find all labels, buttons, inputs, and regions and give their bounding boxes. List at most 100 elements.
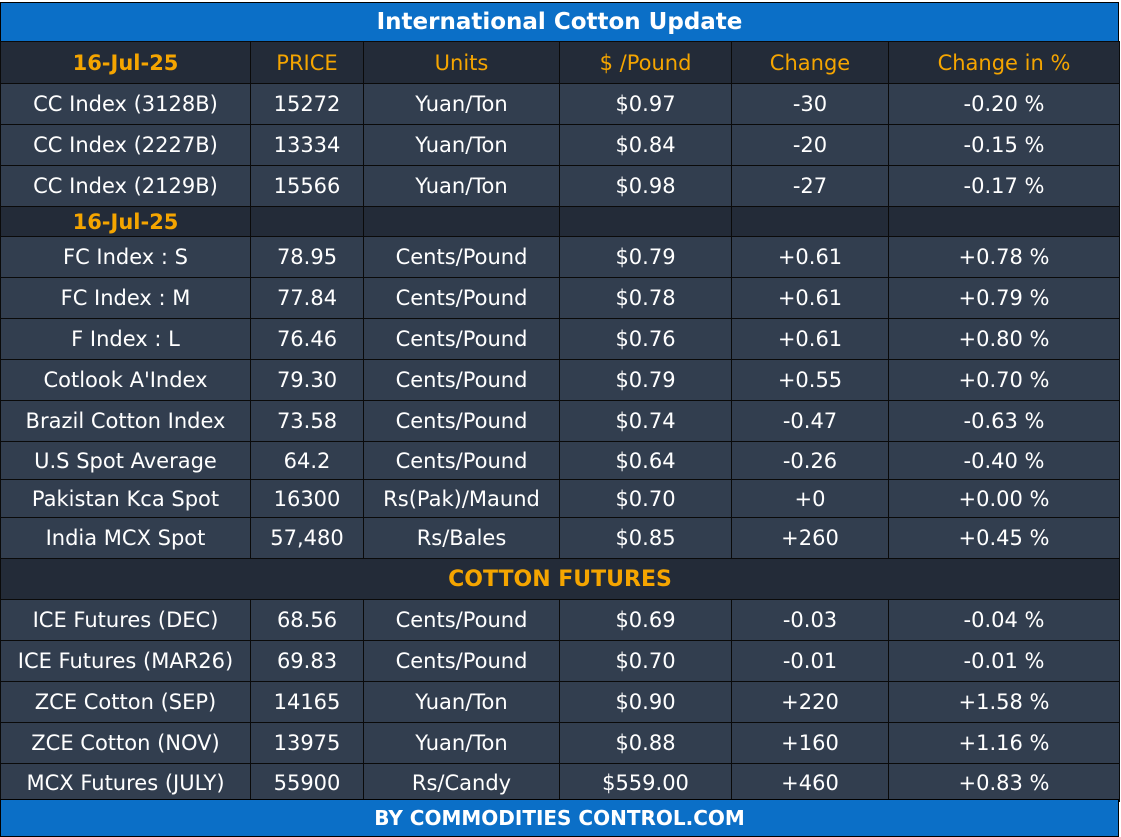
row-change: +160 <box>731 722 889 764</box>
row-name: ICE Futures (MAR26) <box>0 640 251 682</box>
table-row: ICE Futures (DEC) 68.56 Cents/Pound $0.69 -0… <box>0 599 1120 641</box>
section-date-row: 16-Jul-25 <box>0 206 1120 237</box>
header-row: 16-Jul-25 PRICE Units $ /Pound Change Ch… <box>0 41 1120 84</box>
row-name: FC Index : M <box>0 277 251 319</box>
header-units: Units <box>363 41 560 84</box>
row-change-percent: +0.70 % <box>888 359 1120 401</box>
table-row: Brazil Cotton Index 73.58 Cents/Pound $0.74… <box>0 400 1120 442</box>
table-row: F Index : L 76.46 Cents/Pound $0.76 +0.61 +0.… <box>0 318 1120 360</box>
row-change: -27 <box>731 165 889 207</box>
row-units: Cents/Pound <box>363 640 560 682</box>
table-row: FC Index : M 77.84 Cents/Pound $0.78 +0.61 +0… <box>0 277 1120 319</box>
row-price: 78.95 <box>250 236 364 278</box>
price-table: 16-Jul-25 PRICE Units $ /Pound Change Ch… <box>0 41 1120 802</box>
table-row: ICE Futures (MAR26) 69.83 Cents/Pound $0.70… <box>0 640 1120 682</box>
page-title: International Cotton Update <box>0 2 1119 42</box>
row-units: Rs(Pak)/Maund <box>363 479 560 518</box>
futures-section-title: COTTON FUTURES <box>0 558 1120 600</box>
row-name: Cotlook A'Index <box>0 359 251 401</box>
row-change-percent: +0.78 % <box>888 236 1120 278</box>
row-change-percent: +0.83 % <box>888 763 1120 802</box>
row-name: India MCX Spot <box>0 517 251 559</box>
row-change-percent: +1.58 % <box>888 681 1120 723</box>
table-row: U.S Spot Average 64.2 Cents/Pound $0.64 -0.2… <box>0 441 1120 480</box>
row-name: F Index : L <box>0 318 251 360</box>
table-row: CC Index (2129B) 15566 Yuan/Ton $0.98 -27 -0.… <box>0 165 1120 207</box>
row-change: -20 <box>731 124 889 166</box>
row-usd-per-pound: $0.79 <box>559 236 732 278</box>
row-usd-per-pound: $0.64 <box>559 441 732 480</box>
row-change-percent: -0.04 % <box>888 599 1120 641</box>
row-price: 15566 <box>250 165 364 207</box>
row-name: CC Index (2129B) <box>0 165 251 207</box>
row-price: 13975 <box>250 722 364 764</box>
row-usd-per-pound: $0.74 <box>559 400 732 442</box>
table-row: ZCE Cotton (SEP) 14165 Yuan/Ton $0.90 +220 +1… <box>0 681 1120 723</box>
row-usd-per-pound: $0.79 <box>559 359 732 401</box>
row-usd-per-pound: $0.78 <box>559 277 732 319</box>
row-units: Cents/Pound <box>363 318 560 360</box>
row-usd-per-pound: $0.76 <box>559 318 732 360</box>
row-name: Pakistan Kca Spot <box>0 479 251 518</box>
row-usd-per-pound: $0.88 <box>559 722 732 764</box>
row-usd-per-pound: $0.70 <box>559 479 732 518</box>
row-name: CC Index (2227B) <box>0 124 251 166</box>
row-change: -30 <box>731 83 889 125</box>
row-change-percent: +0.45 % <box>888 517 1120 559</box>
header-date: 16-Jul-25 <box>0 41 251 84</box>
row-usd-per-pound: $559.00 <box>559 763 732 802</box>
row-name: CC Index (3128B) <box>0 83 251 125</box>
row-change: +0.61 <box>731 318 889 360</box>
row-usd-per-pound: $0.97 <box>559 83 732 125</box>
empty-cell <box>250 206 364 237</box>
row-change: -0.03 <box>731 599 889 641</box>
row-units: Rs/Bales <box>363 517 560 559</box>
row-price: 77.84 <box>250 277 364 319</box>
row-usd-per-pound: $0.85 <box>559 517 732 559</box>
row-name: FC Index : S <box>0 236 251 278</box>
row-change-percent: +0.00 % <box>888 479 1120 518</box>
row-change-percent: -0.01 % <box>888 640 1120 682</box>
row-change-percent: -0.15 % <box>888 124 1120 166</box>
row-units: Cents/Pound <box>363 599 560 641</box>
empty-cell <box>888 206 1120 237</box>
empty-cell <box>559 206 732 237</box>
row-price: 79.30 <box>250 359 364 401</box>
empty-cell <box>731 206 889 237</box>
row-units: Yuan/Ton <box>363 681 560 723</box>
row-usd-per-pound: $0.84 <box>559 124 732 166</box>
table-row: CC Index (2227B) 13334 Yuan/Ton $0.84 -20 -0.… <box>0 124 1120 166</box>
row-units: Yuan/Ton <box>363 124 560 166</box>
row-price: 16300 <box>250 479 364 518</box>
row-units: Yuan/Ton <box>363 165 560 207</box>
row-price: 14165 <box>250 681 364 723</box>
row-price: 57,480 <box>250 517 364 559</box>
row-name: ZCE Cotton (SEP) <box>0 681 251 723</box>
futures-section-row: COTTON FUTURES <box>0 558 1120 600</box>
row-units: Cents/Pound <box>363 236 560 278</box>
empty-cell <box>363 206 560 237</box>
row-change-percent: -0.17 % <box>888 165 1120 207</box>
header-change-percent: Change in % <box>888 41 1120 84</box>
row-usd-per-pound: $0.69 <box>559 599 732 641</box>
row-change: +0.61 <box>731 277 889 319</box>
row-price: 64.2 <box>250 441 364 480</box>
table-row: FC Index : S 78.95 Cents/Pound $0.79 +0.61 +0… <box>0 236 1120 278</box>
row-change: +260 <box>731 517 889 559</box>
row-price: 73.58 <box>250 400 364 442</box>
row-change: +220 <box>731 681 889 723</box>
row-units: Cents/Pound <box>363 400 560 442</box>
footer-credit: BY COMMODITIES CONTROL.COM <box>0 799 1119 837</box>
row-price: 76.46 <box>250 318 364 360</box>
row-price: 15272 <box>250 83 364 125</box>
table-row: Cotlook A'Index 79.30 Cents/Pound $0.79 +0.5… <box>0 359 1120 401</box>
row-change: +460 <box>731 763 889 802</box>
row-name: U.S Spot Average <box>0 441 251 480</box>
row-change-percent: -0.20 % <box>888 83 1120 125</box>
row-change-percent: +1.16 % <box>888 722 1120 764</box>
row-change: +0 <box>731 479 889 518</box>
row-name: MCX Futures (JULY) <box>0 763 251 802</box>
row-usd-per-pound: $0.98 <box>559 165 732 207</box>
row-name: Brazil Cotton Index <box>0 400 251 442</box>
row-change-percent: -0.63 % <box>888 400 1120 442</box>
